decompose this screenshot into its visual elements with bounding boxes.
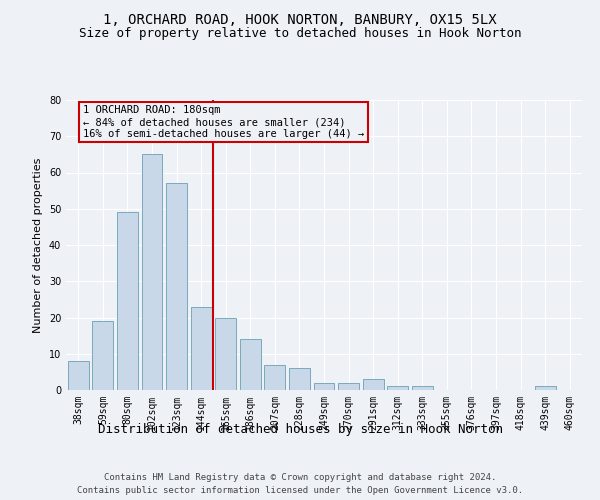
Y-axis label: Number of detached properties: Number of detached properties: [33, 158, 43, 332]
Bar: [68, 361, 89, 390]
Bar: [215, 318, 236, 390]
Bar: [362, 379, 383, 390]
Text: Size of property relative to detached houses in Hook Norton: Size of property relative to detached ho…: [79, 28, 521, 40]
Bar: [314, 383, 334, 390]
Text: 1, ORCHARD ROAD, HOOK NORTON, BANBURY, OX15 5LX: 1, ORCHARD ROAD, HOOK NORTON, BANBURY, O…: [103, 12, 497, 26]
Text: 1 ORCHARD ROAD: 180sqm
← 84% of detached houses are smaller (234)
16% of semi-de: 1 ORCHARD ROAD: 180sqm ← 84% of detached…: [83, 106, 364, 138]
Bar: [240, 339, 261, 390]
Bar: [166, 184, 187, 390]
Bar: [412, 386, 433, 390]
Text: Distribution of detached houses by size in Hook Norton: Distribution of detached houses by size …: [97, 422, 503, 436]
Bar: [92, 321, 113, 390]
Bar: [338, 383, 359, 390]
Bar: [535, 386, 556, 390]
Bar: [142, 154, 163, 390]
Bar: [117, 212, 138, 390]
Text: Contains HM Land Registry data © Crown copyright and database right 2024.: Contains HM Land Registry data © Crown c…: [104, 472, 496, 482]
Bar: [289, 368, 310, 390]
Text: Contains public sector information licensed under the Open Government Licence v3: Contains public sector information licen…: [77, 486, 523, 495]
Bar: [387, 386, 408, 390]
Bar: [191, 306, 212, 390]
Bar: [265, 364, 286, 390]
